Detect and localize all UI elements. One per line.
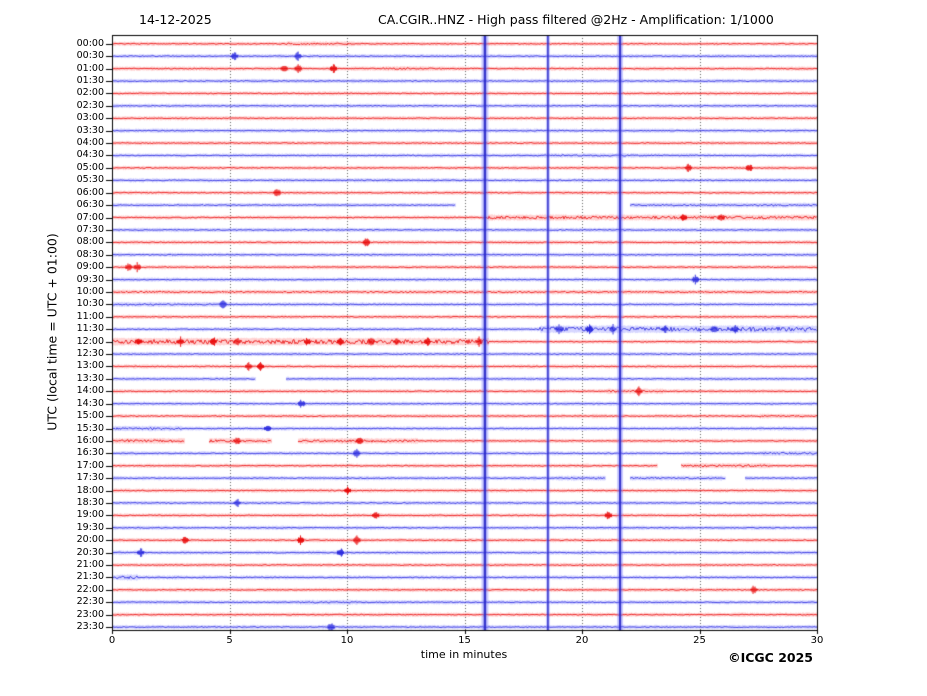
y-tick-label: 15:30	[76, 422, 104, 434]
x-tick-label: 10	[340, 635, 354, 646]
y-tick-label: 19:30	[76, 521, 104, 533]
y-tick-label: 12:30	[76, 348, 104, 360]
y-tick-label: 12:00	[76, 335, 104, 347]
y-tick-label: 02:00	[76, 87, 104, 99]
y-tick-label: 06:30	[76, 199, 104, 211]
y-tick-label: 00:30	[76, 50, 104, 62]
y-tick-label: 10:30	[76, 298, 104, 310]
y-tick-label: 04:30	[76, 149, 104, 161]
x-tick-label: 20	[575, 635, 589, 646]
y-tick-label: 09:00	[76, 261, 104, 273]
y-tick-label: 23:00	[76, 608, 104, 620]
y-tick-label: 07:00	[76, 211, 104, 223]
y-tick-label: 20:00	[76, 534, 104, 546]
y-tick-label: 18:30	[76, 496, 104, 508]
x-tick-label: 15	[458, 635, 471, 646]
y-tick-label: 05:00	[76, 161, 104, 173]
y-tick-label: 08:30	[76, 248, 104, 260]
y-tick-label: 21:30	[76, 571, 104, 583]
y-tick-label: 07:30	[76, 223, 104, 235]
y-tick-label: 01:00	[76, 62, 104, 74]
y-tick-label: 03:30	[76, 124, 104, 136]
chart-title: CA.CGIR..HNZ - High pass filtered @2Hz -…	[378, 12, 774, 27]
x-tick-label: 30	[810, 635, 824, 646]
y-tick-label: 23:30	[76, 621, 104, 633]
y-tick-label: 22:00	[76, 583, 104, 595]
y-tick-label: 04:00	[76, 137, 104, 149]
y-tick-label: 03:00	[76, 112, 104, 124]
y-tick-label: 00:00	[76, 37, 104, 49]
copyright-label: ©ICGC 2025	[728, 650, 813, 665]
y-tick-label: 20:30	[76, 546, 104, 558]
date-label: 14-12-2025	[139, 12, 212, 27]
y-tick-label: 21:00	[76, 559, 104, 571]
y-tick-label: 16:30	[76, 447, 104, 459]
y-tick-label: 22:30	[76, 596, 104, 608]
y-tick-label: 06:00	[76, 186, 104, 198]
y-tick-label: 11:00	[76, 310, 104, 322]
y-tick-label: 14:00	[76, 385, 104, 397]
y-tick-label: 18:00	[76, 484, 104, 496]
y-tick-label: 08:00	[76, 236, 104, 248]
y-tick-label: 01:30	[76, 75, 104, 87]
x-axis-label: time in minutes	[420, 648, 508, 661]
y-tick-label: 11:30	[76, 323, 104, 335]
x-tick-label: 0	[108, 635, 116, 646]
y-tick-label: 02:30	[76, 99, 104, 111]
y-tick-label: 14:30	[76, 397, 104, 409]
y-tick-label: 13:30	[76, 372, 104, 384]
y-tick-label: 10:00	[76, 286, 104, 297]
x-tick-label: 25	[693, 635, 706, 646]
y-tick-label: 17:00	[76, 459, 104, 471]
y-tick-label: 09:30	[76, 273, 104, 285]
y-tick-label: 13:00	[76, 360, 104, 372]
y-tick-label: 19:00	[76, 509, 104, 521]
y-tick-label: 05:30	[76, 174, 104, 186]
y-tick-label: 17:30	[76, 472, 104, 484]
y-tick-label: 15:00	[76, 410, 104, 422]
y-tick-label: 16:00	[76, 434, 104, 446]
x-tick-label: 5	[226, 635, 233, 646]
